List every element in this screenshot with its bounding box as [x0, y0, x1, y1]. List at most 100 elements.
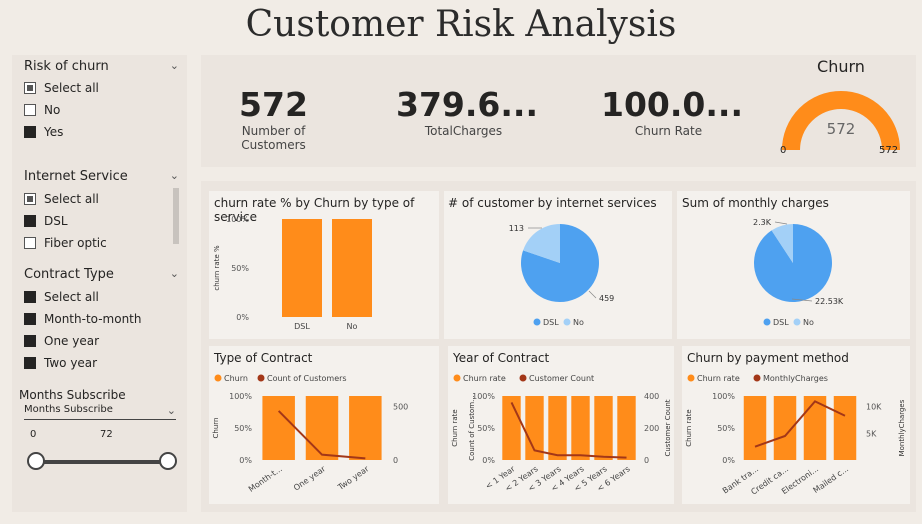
gauge-max: 572 [879, 145, 899, 156]
combo-chart-year-contract: Churn rate Customer Count 0% 50% 100% Churn r… [451, 374, 672, 493]
slider-handle-max[interactable] [159, 452, 177, 470]
chart-title: Year of Contract [453, 351, 550, 365]
months-dropdown[interactable]: Months Subscribe ⌄ [24, 404, 176, 420]
churn-gauge: Churn 572 0 572 [776, 55, 906, 165]
gauge-title: Churn [817, 57, 865, 76]
x-tick-label: DSL [294, 322, 310, 331]
chevron-down-icon[interactable]: ⌄ [169, 267, 179, 280]
scrollbar[interactable] [173, 188, 179, 244]
y-axis-label: churn rate % [213, 245, 221, 291]
y3-axis-label: Customer Count [664, 399, 672, 456]
slider-handle-min[interactable] [27, 452, 45, 470]
chevron-down-icon: ⌄ [166, 404, 176, 417]
x-tick-label: Month-t... [247, 464, 284, 494]
slicer-header-contract[interactable]: Contract Type ⌄ [24, 267, 179, 282]
combo-chart-payment: Churn rate MonthlyCharges 0% 50% 100% Churn r… [685, 374, 906, 497]
leader-line [774, 221, 788, 225]
slicer-option[interactable]: Yes [24, 121, 99, 143]
y2-tick-label: 200 [644, 424, 659, 433]
slicer-option[interactable]: Two year [24, 352, 142, 374]
chart-card-contract-type: Type of Contract Churn Count of Customers… [209, 346, 439, 504]
series-line [277, 410, 366, 460]
legend-label: Customer Count [529, 374, 594, 383]
y-axis-label: Churn rate [451, 409, 459, 446]
y2-axis-label: MonthlyCharges [898, 399, 906, 456]
slicer-header-internet[interactable]: Internet Service ⌄ [24, 169, 179, 184]
y-tick-label: 0% [482, 456, 495, 465]
checkbox[interactable] [24, 335, 36, 347]
series-line [510, 401, 627, 459]
legend-marker [763, 318, 771, 326]
chevron-down-icon[interactable]: ⌄ [169, 59, 179, 72]
bar [305, 396, 339, 460]
kpi-total-charges: 379.6... TotalCharges [396, 85, 538, 138]
y2-tick-label: 0 [393, 456, 398, 465]
chart-title: Sum of monthly charges [682, 196, 829, 210]
chart-title: # of customer by internet services [448, 196, 657, 210]
y-tick-label: 100% [472, 392, 495, 401]
legend-label: Churn rate [697, 374, 740, 383]
slicer-header-risk[interactable]: Risk of churn ⌄ [24, 59, 179, 74]
y-axis-label: Churn rate [685, 409, 693, 446]
bar [525, 396, 544, 460]
legend-marker [563, 318, 571, 326]
gauge-min: 0 [780, 145, 787, 156]
gauge-svg [782, 91, 900, 151]
slicer-option[interactable]: Month-to-month [24, 308, 142, 330]
data-label: 113 [509, 224, 524, 233]
y-tick-label: 0% [236, 313, 249, 322]
slider-max-value: 72 [100, 429, 113, 440]
bar [594, 396, 613, 460]
checkbox[interactable] [24, 126, 36, 138]
bar [617, 396, 636, 460]
slider-track[interactable] [36, 460, 168, 464]
y-tick-label: 50% [231, 264, 249, 273]
pie-slice [771, 224, 793, 263]
gauge-value: 572 [826, 120, 856, 138]
chart-title: Type of Contract [214, 351, 313, 365]
legend-label: Churn [224, 374, 248, 383]
checkbox[interactable] [24, 237, 36, 249]
y-tick-label: 50% [477, 424, 495, 433]
slicer-contract-options: Select all Month-to-month One year Two y… [24, 286, 142, 374]
slicer-option[interactable]: Select all [24, 77, 99, 99]
bar [743, 396, 767, 460]
slicer-risk-options: Select all No Yes [24, 77, 99, 143]
legend-marker [533, 318, 541, 326]
bar [262, 396, 295, 460]
bar [332, 219, 372, 317]
slicer-option[interactable]: One year [24, 330, 142, 352]
slicer-option[interactable]: DSL [24, 210, 107, 232]
checkbox[interactable] [24, 104, 36, 116]
checkbox[interactable] [24, 291, 36, 303]
y-tick-label: 50% [717, 424, 735, 433]
legend-label: No [803, 318, 814, 327]
chart-card-monthly: Sum of monthly charges 22.53K 2.3K DSL No [677, 191, 910, 339]
slicer-option[interactable]: No [24, 99, 99, 121]
legend-label: DSL [543, 318, 559, 327]
checkbox[interactable] [24, 82, 36, 94]
y2-axis-label: Count of Custom... [468, 395, 476, 460]
chart-card-service: churn rate % by Churn by type of service… [209, 191, 439, 339]
y2-tick-label: 400 [644, 392, 659, 401]
combo-chart-contract-type: Churn Count of Customers 0% 50% 100% Churn 0 50… [212, 374, 408, 494]
legend-label: Churn rate [463, 374, 506, 383]
pie-chart-internet: 459 113 DSL No [509, 224, 614, 327]
pie-slice [523, 224, 560, 263]
slicer-option[interactable]: Fiber optic [24, 232, 107, 254]
checkbox[interactable] [24, 357, 36, 369]
chart-title: Churn by payment method [687, 351, 849, 365]
y2-tick-label: 10K [866, 403, 882, 412]
slicer-option[interactable]: Select all [24, 286, 142, 308]
page-title: Customer Risk Analysis [245, 4, 677, 45]
checkbox[interactable] [24, 215, 36, 227]
checkbox[interactable] [24, 313, 36, 325]
chart-card-internet: # of customer by internet services 459 11… [444, 191, 672, 339]
y-tick-label: 100% [229, 392, 252, 401]
bar [282, 219, 322, 317]
slicer-option[interactable]: Select all [24, 188, 107, 210]
y2-tick-label: 0 [644, 456, 649, 465]
checkbox[interactable] [24, 193, 36, 205]
chevron-down-icon[interactable]: ⌄ [169, 169, 179, 182]
y2-tick-label: 5K [866, 429, 877, 438]
